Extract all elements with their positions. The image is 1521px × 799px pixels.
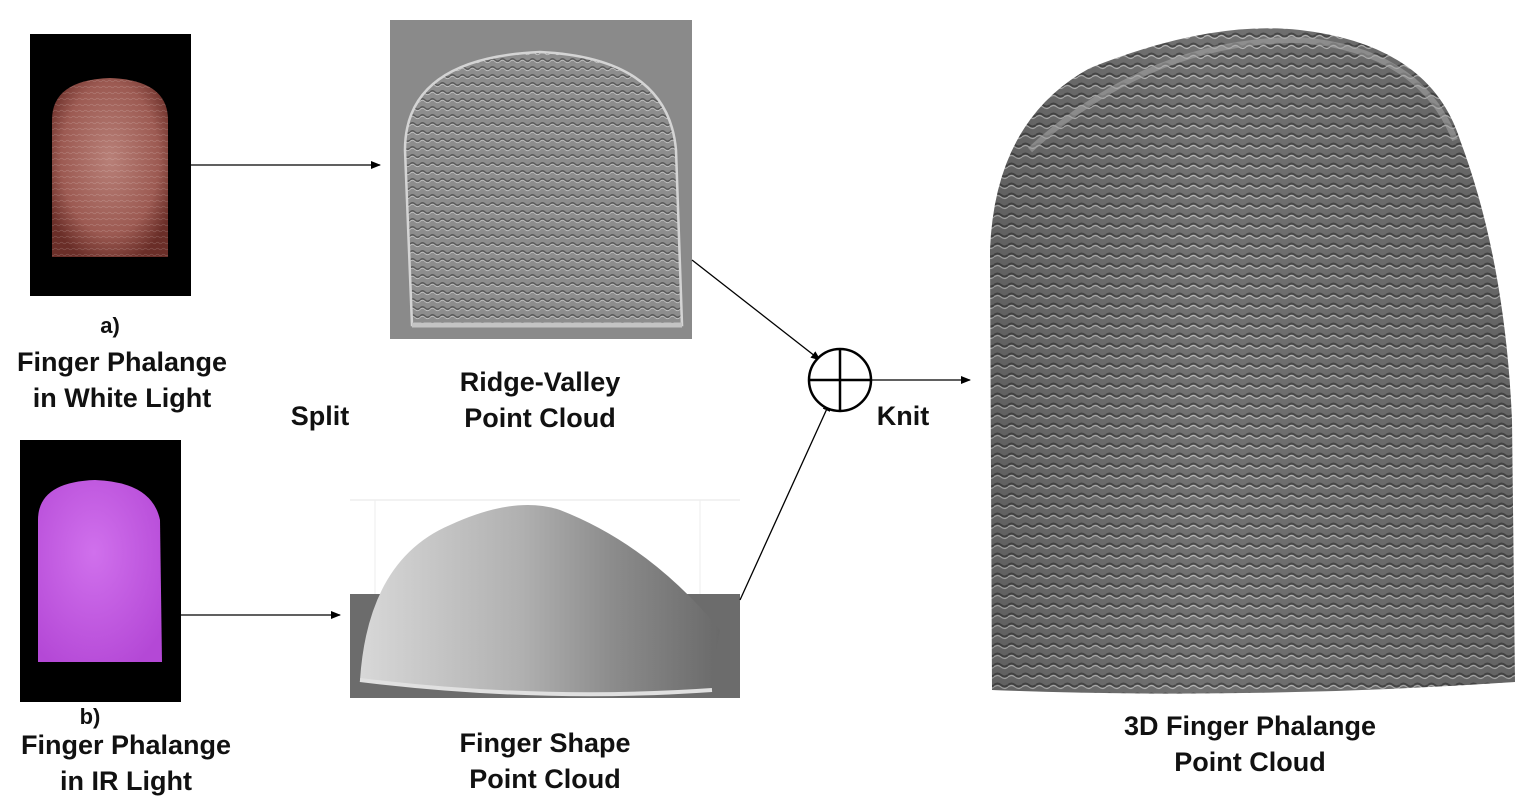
ir-light-caption-line1: Finger Phalange <box>20 730 232 760</box>
label-3d-result-caption: 3D Finger Phalange Point Cloud <box>1100 708 1400 780</box>
ridge-valley-point-cloud-image <box>390 20 692 339</box>
ridge-caption-line2: Point Cloud <box>464 403 616 433</box>
arrow-ridge-to-knit <box>691 259 821 361</box>
label-a-letter: a) <box>100 313 120 338</box>
shape-caption-line2: Point Cloud <box>469 764 621 794</box>
result-caption-line1: 3D Finger Phalange <box>1123 711 1377 741</box>
label-split: Split <box>290 401 350 431</box>
label-ridge-valley-caption: Ridge-Valley Point Cloud <box>420 364 660 436</box>
white-light-caption-line2: in White Light <box>32 383 212 413</box>
3d-finger-phalange-point-cloud-image <box>990 28 1515 694</box>
ir-light-caption-line2: in IR Light <box>60 766 192 796</box>
label-ir-light-caption: Finger Phalange in IR Light <box>4 727 248 799</box>
arrow-shape-to-knit <box>739 401 831 601</box>
finger-shape-point-cloud-image <box>350 499 740 698</box>
ridge-caption-line1: Ridge-Valley <box>459 367 621 397</box>
result-caption-line2: Point Cloud <box>1174 747 1326 777</box>
white-light-finger-photo <box>30 34 191 296</box>
label-white-light-caption: Finger Phalange in White Light <box>0 344 244 416</box>
label-knit: Knit <box>876 401 930 431</box>
label-finger-shape-caption: Finger Shape Point Cloud <box>420 725 670 797</box>
label-b-letter: b) <box>79 704 101 729</box>
ir-finger-photo <box>20 440 181 702</box>
knit-operator-symbol <box>807 347 873 413</box>
shape-caption-line1: Finger Shape <box>459 728 631 758</box>
white-light-caption-line1: Finger Phalange <box>16 347 228 377</box>
